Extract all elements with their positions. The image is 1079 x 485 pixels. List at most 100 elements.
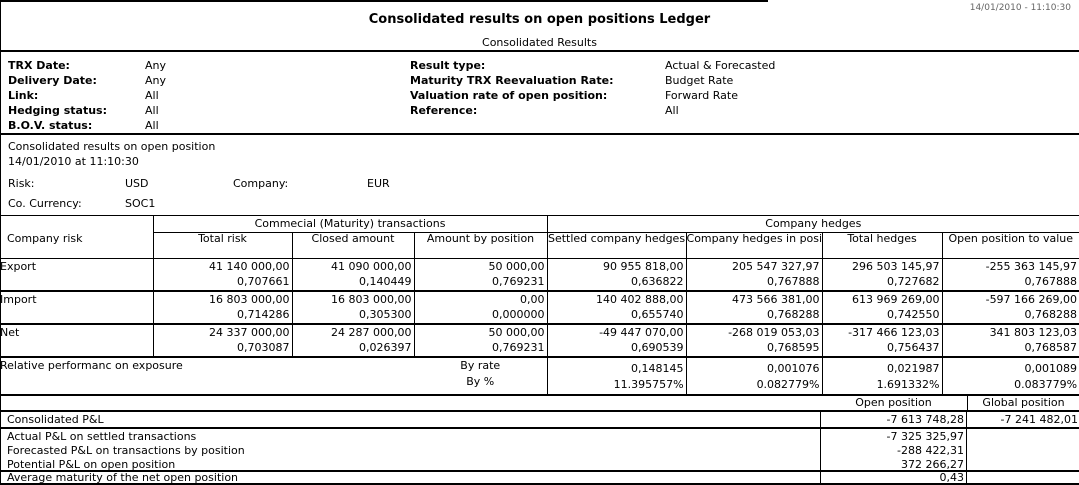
rate-line: 0,707661 bbox=[237, 275, 290, 288]
page-title: Consolidated results on open positions L… bbox=[368, 12, 711, 27]
value-line: 90 955 818,00 bbox=[603, 260, 684, 273]
filter-value: Actual & Forecasted bbox=[665, 59, 776, 72]
rate-line: 0,026397 bbox=[359, 341, 412, 354]
amount-cell: 50 000,00 0,769231 bbox=[413, 324, 548, 358]
potential-pnl-label: Potential P&L on open position bbox=[7, 458, 176, 471]
pnl-detail-labels: Actual P&L on settled transactions Forec… bbox=[7, 430, 245, 472]
relative-performance-row: Relative performanc on exposure By rate B… bbox=[0, 357, 1079, 396]
row-label: Import bbox=[0, 291, 153, 325]
by-rate-label: By rate bbox=[460, 359, 501, 372]
amount-cell: 0,001089 0.083779% bbox=[941, 357, 1079, 396]
value-line: -255 363 145,97 bbox=[985, 260, 1078, 273]
column-header-closed-amount: Closed amount bbox=[291, 232, 414, 259]
filter-label: Link: bbox=[8, 89, 39, 102]
results-table: Commecial (Maturity) transactions Compan… bbox=[0, 215, 1079, 396]
filter-label: Result type: bbox=[410, 59, 486, 72]
value-line: 16 803 000,00 bbox=[331, 293, 412, 306]
consolidated-pnl-label: Consolidated P&L bbox=[7, 413, 104, 426]
rate-line: 0,000000 bbox=[492, 308, 545, 321]
summary-header-row: Open position Global position bbox=[0, 395, 1079, 410]
column-header-row: Company risk Total risk Closed amount Am… bbox=[0, 232, 1079, 259]
report-timestamp: 14/01/2010 - 11:10:30 bbox=[969, 3, 1071, 13]
filter-reference: Reference: All bbox=[410, 104, 775, 119]
info-datetime: 14/01/2010 at 11:10:30 bbox=[8, 155, 139, 168]
filter-label: B.O.V. status: bbox=[8, 119, 93, 132]
value-line: 24 287 000,00 bbox=[331, 326, 412, 339]
amount-cell: 296 503 145,97 0,727682 bbox=[821, 258, 943, 292]
column-header-settled-hedges: Settled company hedges bbox=[546, 232, 687, 259]
amount-cell: 50 000,00 0,769231 bbox=[413, 258, 548, 292]
rate-line: 0,769231 bbox=[492, 341, 545, 354]
rate-line: 0,703087 bbox=[237, 341, 290, 354]
pnl-details-block: Actual P&L on settled transactions Forec… bbox=[0, 427, 1079, 472]
filter-value: All bbox=[665, 104, 679, 117]
consolidated-pnl-row: Consolidated P&L -7 613 748,28 -7 241 48… bbox=[0, 410, 1079, 427]
info-currency-row: Co. Currency: SOC1 bbox=[8, 197, 155, 210]
filter-value: All bbox=[145, 89, 159, 102]
value-line: 140 402 888,00 bbox=[596, 293, 684, 306]
rate-line: 0,714286 bbox=[237, 308, 290, 321]
amount-cell: 90 955 818,00 0,636822 bbox=[546, 258, 687, 292]
open-position-header: Open position bbox=[855, 396, 932, 409]
rate-line: 0,742550 bbox=[887, 308, 940, 321]
summary-section: Open position Global position Consolidat… bbox=[0, 395, 1079, 485]
table-row-import: Import 16 803 000,00 0,714286 16 803 000,… bbox=[0, 291, 1079, 325]
rate-line: 0,756437 bbox=[887, 341, 940, 354]
filter-value: All bbox=[145, 104, 159, 117]
amount-cell: -255 363 145,97 0,767888 bbox=[941, 258, 1079, 292]
filters-left: TRX Date: Any Delivery Date: Any Link: All … bbox=[8, 59, 166, 134]
consolidated-pnl-global-value: -7 241 482,01 bbox=[1000, 413, 1078, 426]
table-row-export: Export 41 140 000,00 0,707661 41 090 000,… bbox=[0, 258, 1079, 292]
value-line: 613 969 269,00 bbox=[852, 293, 940, 306]
filter-label: TRX Date: bbox=[8, 59, 70, 72]
filters-divider bbox=[0, 133, 1079, 135]
risk-label: Risk: bbox=[8, 177, 35, 190]
amount-cell: 0,148145 11.395757% bbox=[546, 357, 687, 396]
amount-cell: 0,00 0,000000 bbox=[413, 291, 548, 325]
rate-line: 0.083779% bbox=[1014, 378, 1078, 391]
filter-result-type: Result type: Actual & Forecasted bbox=[410, 59, 775, 74]
average-maturity-row: Average maturity of the net open positio… bbox=[0, 470, 1079, 485]
filter-value: Any bbox=[145, 74, 167, 87]
amount-cell: 41 090 000,00 0,140449 bbox=[291, 258, 414, 292]
filter-bov-status: B.O.V. status: All bbox=[8, 119, 166, 134]
amount-cell: 41 140 000,00 0,707661 bbox=[152, 258, 292, 292]
forecasted-pnl-value: -288 422,31 bbox=[897, 444, 964, 457]
value-line: 50 000,00 bbox=[488, 260, 545, 273]
rate-line: 0,769231 bbox=[492, 275, 545, 288]
group-header-row: Commecial (Maturity) transactions Compan… bbox=[0, 215, 1079, 233]
left-border-line bbox=[0, 0, 1, 485]
value-line: 41 090 000,00 bbox=[331, 260, 412, 273]
amount-cell: 0,021987 1.691332% bbox=[821, 357, 943, 396]
amount-cell: -317 466 123,03 0,756437 bbox=[821, 324, 943, 358]
value-line: -49 447 070,00 bbox=[599, 326, 684, 339]
info-title: Consolidated results on open position bbox=[8, 140, 216, 153]
potential-pnl-value: 372 266,27 bbox=[901, 458, 964, 470]
rate-line: 0.082779% bbox=[756, 378, 820, 391]
rate-line: 0,767888 bbox=[767, 275, 820, 288]
value-line: 0,001076 bbox=[767, 362, 820, 375]
actual-pnl-label: Actual P&L on settled transactions bbox=[7, 430, 197, 443]
column-header-total-hedges: Total hedges bbox=[821, 232, 943, 259]
row-label: Net bbox=[0, 324, 153, 358]
value-line: 16 803 000,00 bbox=[209, 293, 290, 306]
by-labels-cell: By rate By % bbox=[414, 357, 548, 396]
amount-cell: 24 287 000,00 0,026397 bbox=[291, 324, 414, 358]
row-label: Export bbox=[0, 258, 153, 292]
filter-value: Forward Rate bbox=[665, 89, 738, 102]
value-line: 0,148145 bbox=[631, 362, 684, 375]
average-maturity-label: Average maturity of the net open positio… bbox=[7, 471, 239, 484]
column-header-company-risk: Company risk bbox=[0, 232, 153, 259]
amount-cell: 473 566 381,00 0,768288 bbox=[685, 291, 823, 325]
consolidated-pnl-open-value: -7 613 748,28 bbox=[820, 412, 967, 427]
amount-cell: 341 803 123,03 0,768587 bbox=[941, 324, 1079, 358]
rate-line: 11.395757% bbox=[613, 378, 684, 391]
actual-pnl-value: -7 325 325,97 bbox=[886, 430, 964, 443]
amount-cell: 24 337 000,00 0,703087 bbox=[152, 324, 292, 358]
filter-link: Link: All bbox=[8, 89, 166, 104]
filter-hedging-status: Hedging status: All bbox=[8, 104, 166, 119]
rate-line: 0,768587 bbox=[1024, 341, 1078, 354]
rate-line: 0,768288 bbox=[767, 308, 820, 321]
column-header-amount-by-position: Amount by position bbox=[413, 232, 548, 259]
